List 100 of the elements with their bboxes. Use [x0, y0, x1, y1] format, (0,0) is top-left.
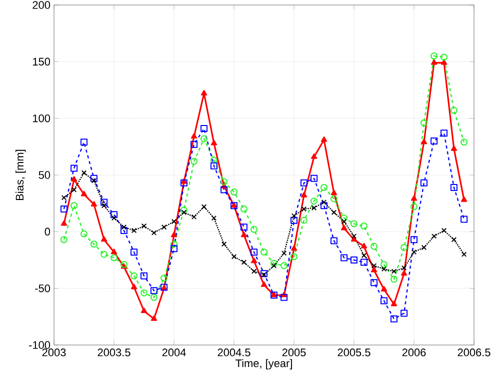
point	[60, 206, 68, 212]
point	[281, 250, 287, 256]
point	[410, 195, 418, 201]
point	[230, 188, 238, 196]
point	[400, 310, 408, 317]
point	[340, 254, 348, 262]
point	[460, 216, 468, 223]
point	[371, 263, 377, 268]
x-tick-label: 2003	[42, 348, 66, 356]
point	[440, 130, 448, 137]
point	[380, 286, 388, 292]
y-tick-label: 50	[38, 171, 50, 179]
x-tick-label: 2004.5	[218, 348, 250, 356]
point	[70, 202, 78, 210]
point	[320, 184, 328, 191]
point	[251, 268, 257, 274]
point	[360, 222, 368, 230]
point	[101, 202, 107, 208]
point	[200, 125, 208, 132]
point	[311, 205, 317, 210]
point	[340, 224, 348, 230]
point	[390, 276, 398, 283]
point	[231, 254, 237, 260]
point	[70, 164, 78, 172]
point	[390, 315, 398, 322]
point	[430, 138, 438, 144]
point	[320, 136, 328, 142]
point	[200, 135, 208, 142]
point	[250, 258, 258, 264]
point	[421, 244, 427, 250]
point	[60, 220, 68, 226]
point	[140, 272, 148, 280]
point	[370, 279, 378, 286]
point	[450, 184, 458, 191]
y-tick-label: -50	[35, 284, 50, 292]
y-tick-label: 0	[44, 228, 50, 236]
y-tick-label: 100	[33, 114, 50, 122]
point	[450, 145, 458, 151]
point	[370, 266, 378, 272]
point	[191, 214, 197, 220]
point	[290, 245, 298, 251]
point	[291, 213, 297, 218]
point	[190, 158, 198, 165]
point	[310, 174, 318, 182]
point	[290, 253, 298, 260]
point	[170, 245, 178, 252]
point	[390, 300, 398, 306]
point	[300, 192, 308, 198]
point	[81, 170, 87, 176]
point	[380, 297, 388, 304]
point	[360, 242, 368, 248]
point	[380, 261, 388, 268]
point	[130, 248, 138, 256]
point	[110, 254, 118, 262]
point	[250, 226, 258, 233]
point	[161, 224, 167, 230]
point	[180, 179, 188, 186]
point	[121, 224, 127, 230]
point	[420, 138, 428, 144]
point	[90, 200, 98, 206]
point	[180, 206, 188, 214]
point	[280, 262, 288, 270]
point	[440, 54, 448, 61]
point	[391, 268, 397, 274]
point	[220, 186, 228, 194]
point	[150, 315, 158, 321]
point	[400, 270, 408, 276]
point	[381, 266, 387, 272]
point	[430, 52, 438, 60]
point	[350, 236, 358, 242]
point	[420, 179, 428, 186]
point	[300, 179, 308, 186]
point	[221, 242, 227, 247]
point	[61, 195, 67, 200]
point	[401, 265, 407, 271]
point	[200, 90, 208, 96]
x-tick-label: 2005.5	[338, 348, 370, 356]
point	[160, 274, 168, 282]
x-axis-title: Time, [year]	[236, 359, 292, 370]
x-tick-label: 2006	[402, 348, 426, 356]
point	[201, 204, 207, 210]
y-tick-label: 150	[33, 58, 50, 66]
point	[450, 106, 458, 114]
point	[430, 59, 438, 65]
point	[300, 216, 308, 224]
point	[190, 132, 198, 138]
point	[110, 211, 118, 218]
point	[350, 256, 358, 264]
point	[90, 174, 98, 182]
point	[270, 260, 278, 267]
point	[441, 228, 447, 234]
point	[451, 236, 457, 242]
point	[271, 263, 277, 268]
point	[130, 284, 138, 290]
point	[310, 153, 318, 159]
point	[250, 248, 258, 256]
y-axis-title: Bias, [mm]	[16, 150, 26, 200]
point	[310, 198, 318, 205]
point	[351, 234, 357, 239]
point	[411, 249, 417, 255]
